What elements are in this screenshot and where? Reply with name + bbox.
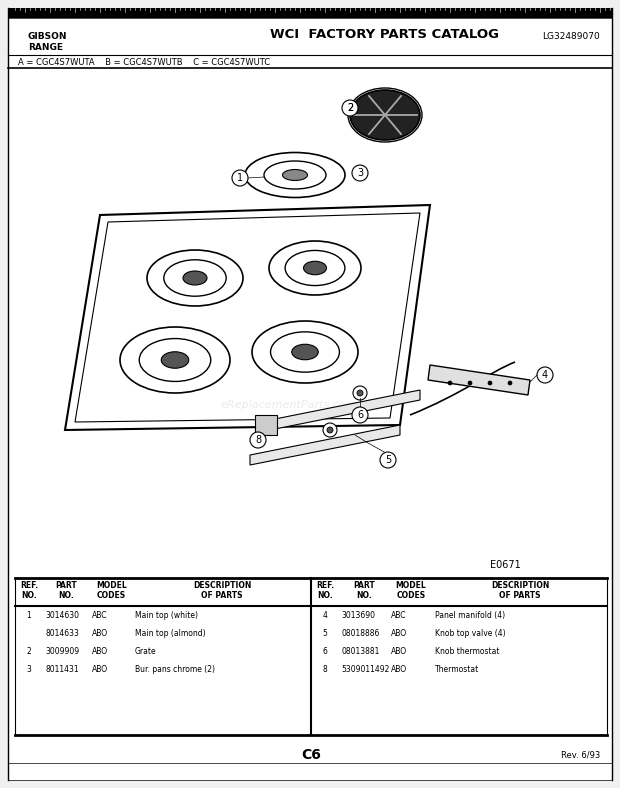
Ellipse shape (269, 241, 361, 295)
Circle shape (327, 427, 333, 433)
Text: DESCRIPTION
OF PARTS: DESCRIPTION OF PARTS (193, 581, 251, 600)
Text: Rev. 6/93: Rev. 6/93 (560, 750, 600, 759)
Text: GIBSON
RANGE: GIBSON RANGE (28, 32, 68, 52)
Ellipse shape (252, 321, 358, 383)
Polygon shape (270, 390, 420, 430)
Text: MODEL
CODES: MODEL CODES (396, 581, 427, 600)
Text: ABO: ABO (92, 647, 108, 656)
Circle shape (357, 390, 363, 396)
Ellipse shape (120, 327, 230, 393)
Text: eReplacementParts.com: eReplacementParts.com (220, 400, 356, 410)
Text: 3014630: 3014630 (45, 611, 79, 620)
Text: PART
NO.: PART NO. (56, 581, 78, 600)
Text: 1: 1 (27, 611, 32, 620)
Text: 2: 2 (27, 647, 32, 656)
Text: Thermostat: Thermostat (435, 665, 479, 674)
Text: LG32489070: LG32489070 (542, 32, 600, 41)
Ellipse shape (245, 153, 345, 198)
Text: 3: 3 (27, 665, 32, 674)
Text: ABC: ABC (391, 611, 407, 620)
Bar (8, 8, 612, 18)
Circle shape (448, 381, 452, 385)
Text: REF.
NO.: REF. NO. (20, 581, 38, 600)
Ellipse shape (304, 262, 327, 275)
Text: Main top (almond): Main top (almond) (135, 629, 206, 638)
Text: 5309011492: 5309011492 (341, 665, 389, 674)
Text: ABO: ABO (92, 629, 108, 638)
Text: 8014633: 8014633 (45, 629, 79, 638)
Ellipse shape (283, 169, 308, 180)
Polygon shape (428, 365, 530, 395)
Text: 6: 6 (357, 410, 363, 420)
Text: 4: 4 (322, 611, 327, 620)
Text: 5: 5 (385, 455, 391, 465)
Text: 2: 2 (347, 103, 353, 113)
Text: 8011431: 8011431 (45, 665, 79, 674)
Text: A = CGC4S7WUTA    B = CGC4S7WUTB    C = CGC4S7WUTC: A = CGC4S7WUTA B = CGC4S7WUTB C = CGC4S7… (18, 58, 270, 67)
Polygon shape (65, 205, 430, 430)
Circle shape (232, 170, 248, 186)
Text: 2: 2 (347, 103, 353, 113)
Circle shape (323, 423, 337, 437)
Text: ABO: ABO (391, 665, 407, 674)
Text: ABO: ABO (92, 665, 108, 674)
Text: Knob thermostat: Knob thermostat (435, 647, 500, 656)
Text: ABO: ABO (391, 647, 407, 656)
Text: Bur. pans chrome (2): Bur. pans chrome (2) (135, 665, 215, 674)
Text: 8: 8 (255, 435, 261, 445)
Ellipse shape (292, 344, 318, 360)
Text: 3013690: 3013690 (341, 611, 375, 620)
Circle shape (342, 100, 358, 116)
Text: MODEL
CODES: MODEL CODES (96, 581, 127, 600)
Text: 4: 4 (542, 370, 548, 380)
Text: 1: 1 (237, 173, 243, 183)
Circle shape (352, 165, 368, 181)
Text: E0671: E0671 (490, 560, 521, 570)
Ellipse shape (270, 332, 340, 372)
Circle shape (508, 381, 512, 385)
Text: 6: 6 (322, 647, 327, 656)
Text: Grate: Grate (135, 647, 157, 656)
Text: DESCRIPTION
OF PARTS: DESCRIPTION OF PARTS (491, 581, 549, 600)
Ellipse shape (161, 351, 188, 368)
Text: Main top (white): Main top (white) (135, 611, 198, 620)
Text: C6: C6 (301, 748, 321, 762)
Text: 8: 8 (322, 665, 327, 674)
Circle shape (537, 367, 553, 383)
Ellipse shape (183, 271, 207, 285)
Text: Panel manifold (4): Panel manifold (4) (435, 611, 505, 620)
Ellipse shape (285, 251, 345, 285)
Text: REF.
NO.: REF. NO. (316, 581, 334, 600)
Bar (255, 415, 277, 435)
Polygon shape (250, 425, 400, 465)
Circle shape (468, 381, 472, 385)
Circle shape (250, 432, 266, 448)
Ellipse shape (264, 161, 326, 189)
Ellipse shape (164, 260, 226, 296)
Ellipse shape (147, 250, 243, 306)
Ellipse shape (140, 339, 211, 381)
Text: PART
NO.: PART NO. (353, 581, 375, 600)
Text: WCI  FACTORY PARTS CATALOG: WCI FACTORY PARTS CATALOG (270, 28, 499, 41)
Circle shape (488, 381, 492, 385)
Text: 08018886: 08018886 (341, 629, 379, 638)
Text: 5: 5 (322, 629, 327, 638)
Polygon shape (75, 213, 420, 422)
Text: 08013881: 08013881 (341, 647, 379, 656)
Text: ABC: ABC (92, 611, 107, 620)
Text: 3: 3 (357, 168, 363, 178)
Text: Knob top valve (4): Knob top valve (4) (435, 629, 506, 638)
Circle shape (352, 407, 368, 423)
Text: 3009909: 3009909 (45, 647, 79, 656)
Text: ABO: ABO (391, 629, 407, 638)
Circle shape (380, 452, 396, 468)
Ellipse shape (350, 90, 420, 140)
Circle shape (353, 386, 367, 400)
